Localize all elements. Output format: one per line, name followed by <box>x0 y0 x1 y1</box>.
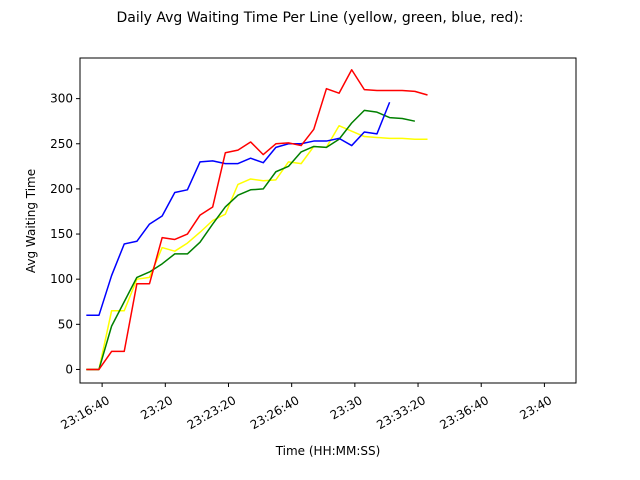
x-tick-label: 23:20 <box>138 393 175 422</box>
x-tick-label: 23:16:40 <box>58 393 112 432</box>
y-tick-label: 50 <box>58 317 73 331</box>
series-yellow-line <box>86 124 428 371</box>
x-tick-label: 23:26:40 <box>248 393 302 432</box>
x-tick-label: 23:33:20 <box>374 393 428 432</box>
x-tick-label: 23:40 <box>517 393 554 422</box>
plot-area <box>79 57 577 384</box>
y-tick-label: 150 <box>50 227 73 241</box>
series-layer <box>86 68 428 371</box>
series-green-line <box>86 109 416 371</box>
x-axis-label: Time (HH:MM:SS) <box>275 444 381 458</box>
x-tick-label: 23:30 <box>328 393 365 422</box>
y-tick-label: 300 <box>50 92 73 106</box>
y-axis-label: Avg Waiting Time <box>24 169 38 273</box>
y-tick-label: 250 <box>50 137 73 151</box>
y-tick-label: 100 <box>50 272 73 286</box>
series-blue-line <box>86 101 391 317</box>
y-axis: 0 50 100 150 200 250 300 <box>50 92 80 376</box>
series-red-line <box>86 68 428 371</box>
x-tick-label: 23:23:20 <box>185 393 239 432</box>
x-tick-label: 23:36:40 <box>437 393 491 432</box>
y-tick-label: 0 <box>65 362 73 376</box>
chart-title: Daily Avg Waiting Time Per Line (yellow,… <box>116 10 523 26</box>
x-axis: 23:16:40 23:20 23:23:20 23:26:40 23:30 23:33:… <box>58 383 554 432</box>
y-tick-label: 200 <box>50 182 73 196</box>
